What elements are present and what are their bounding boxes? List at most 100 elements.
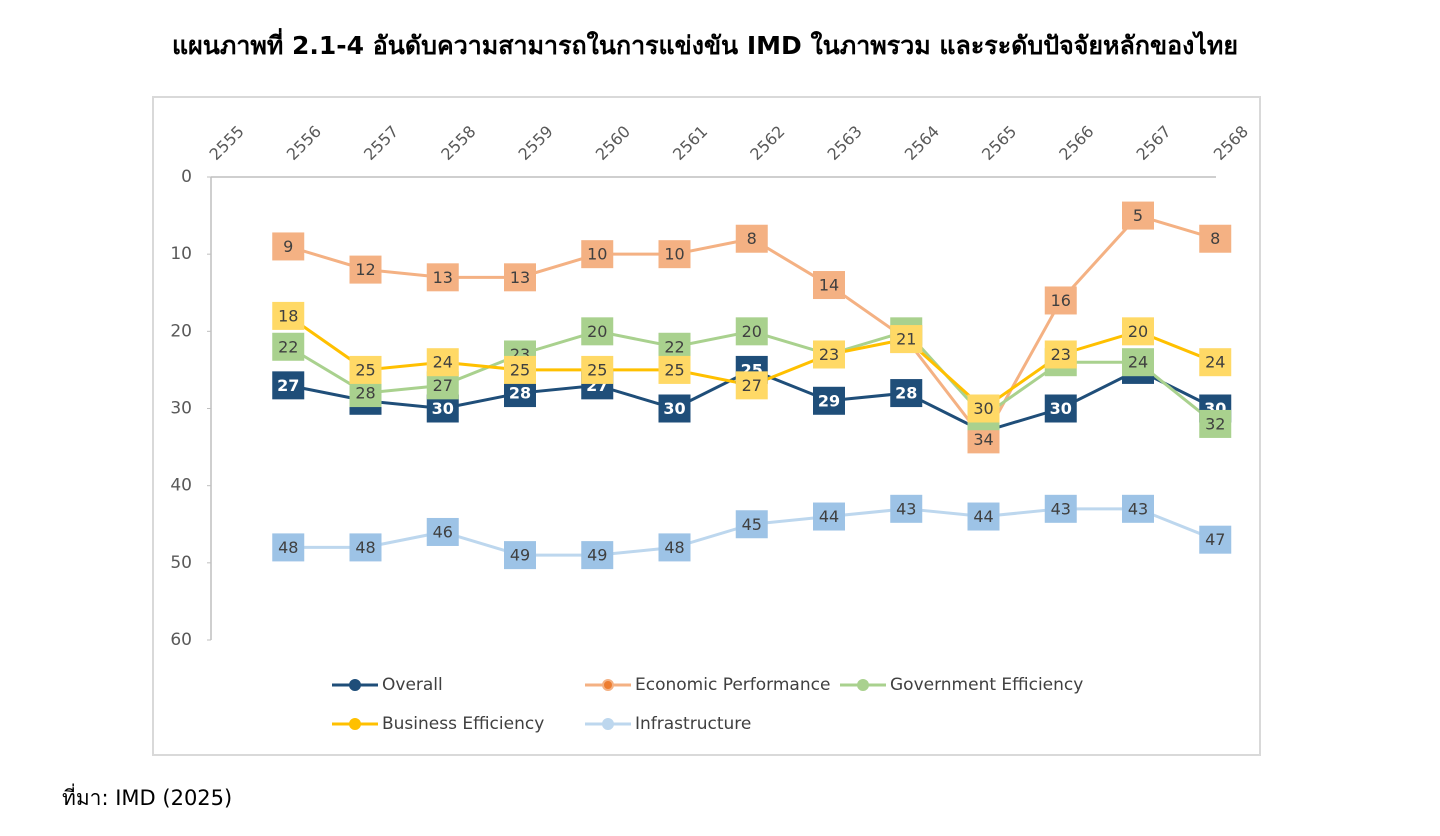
data-label: 22 <box>664 337 684 356</box>
data-label: 16 <box>1051 291 1071 310</box>
data-label: 27 <box>742 376 762 395</box>
data-label: 46 <box>433 522 453 541</box>
legend-label: Business Efficiency <box>382 714 544 734</box>
data-label: 13 <box>510 268 530 287</box>
source-note: ที่มา: IMD (2025) <box>62 783 232 810</box>
data-label: 14 <box>819 276 839 295</box>
data-label: 30 <box>1050 399 1072 418</box>
data-label-box <box>1044 494 1077 523</box>
data-label-box <box>272 332 305 361</box>
legend-label: Overall <box>382 675 443 695</box>
data-label-box <box>272 371 305 400</box>
data-label-box <box>658 240 691 269</box>
data-label: 25 <box>355 360 375 379</box>
data-label: 30 <box>432 399 454 418</box>
data-label: 29 <box>818 391 840 410</box>
data-label-box <box>349 533 382 562</box>
data-label: 30 <box>663 399 685 418</box>
data-label-box <box>813 502 845 531</box>
data-label: 45 <box>742 515 762 534</box>
data-label: 49 <box>587 546 607 565</box>
legend-label: Infrastructure <box>635 714 751 734</box>
data-label-box <box>426 348 459 377</box>
data-label: 44 <box>973 507 993 526</box>
data-label: 30 <box>973 399 993 418</box>
data-label: 10 <box>587 245 607 264</box>
data-label: 20 <box>742 322 762 341</box>
data-label-box <box>735 317 768 346</box>
data-label-box <box>1122 494 1154 523</box>
y-tick-label: 60 <box>170 630 192 650</box>
data-label: 22 <box>278 337 298 356</box>
data-label-box <box>272 232 305 261</box>
data-label-box <box>426 517 459 546</box>
legend-marker <box>349 718 361 730</box>
data-label: 25 <box>510 360 530 379</box>
data-label-box <box>735 224 768 253</box>
legend-marker <box>349 679 361 691</box>
data-label: 23 <box>819 345 839 364</box>
data-label: 48 <box>355 538 375 557</box>
data-label: 32 <box>1205 414 1225 433</box>
data-label-box <box>581 317 614 346</box>
data-label: 43 <box>896 499 916 518</box>
data-label: 8 <box>747 229 757 248</box>
data-label: 24 <box>433 353 453 372</box>
data-label-box <box>658 394 691 423</box>
data-label-box <box>349 255 382 284</box>
data-label-box <box>1122 317 1154 346</box>
data-label-box <box>735 371 768 400</box>
data-label: 43 <box>1128 499 1148 518</box>
data-label: 25 <box>664 360 684 379</box>
data-label-box <box>1044 340 1077 369</box>
data-label: 28 <box>355 384 375 403</box>
data-label-box <box>1122 348 1154 377</box>
data-label: 18 <box>278 306 298 325</box>
data-label-box <box>658 533 691 562</box>
data-label-box <box>1044 286 1077 315</box>
data-label: 10 <box>664 245 684 264</box>
data-label: 48 <box>664 538 684 557</box>
data-label: 27 <box>433 376 453 395</box>
legend-marker <box>602 679 614 691</box>
data-label-box <box>504 355 536 384</box>
data-label: 48 <box>278 538 298 557</box>
data-label: 5 <box>1133 206 1143 225</box>
y-tick-label: 30 <box>170 399 192 419</box>
data-label: 25 <box>587 360 607 379</box>
legend-marker <box>857 679 869 691</box>
data-label-box <box>426 263 459 292</box>
data-label-box <box>349 355 382 384</box>
y-tick-label: 20 <box>170 321 192 341</box>
data-label-box <box>735 510 768 539</box>
data-label-box <box>813 340 845 369</box>
data-label-box <box>890 494 923 523</box>
y-tick-label: 0 <box>181 167 192 187</box>
data-label-box <box>658 355 691 384</box>
chart-title: แผนภาพที่ 2.1-4 อันดับความสามารถในการแข่… <box>172 28 1238 60</box>
legend-label: Government Efficiency <box>890 675 1083 695</box>
data-label-box <box>1199 224 1232 253</box>
data-label: 47 <box>1205 530 1225 549</box>
data-label: 43 <box>1051 499 1071 518</box>
chart-frame <box>152 96 1261 756</box>
data-label: 21 <box>896 330 916 349</box>
data-label-box <box>813 271 845 300</box>
data-label: 13 <box>433 268 453 287</box>
data-label: 9 <box>283 237 293 256</box>
data-label-box <box>967 502 1000 531</box>
data-label-box <box>504 263 536 292</box>
data-label-box <box>813 386 845 415</box>
data-label: 20 <box>587 322 607 341</box>
data-label-box <box>967 394 1000 423</box>
data-label-box <box>272 301 305 330</box>
data-label: 44 <box>819 507 839 526</box>
data-label: 24 <box>1128 353 1148 372</box>
data-label: 20 <box>1128 322 1148 341</box>
data-label-box <box>1199 409 1232 438</box>
y-tick-label: 50 <box>170 553 192 573</box>
data-label: 12 <box>355 260 375 279</box>
data-label: 23 <box>1051 345 1071 364</box>
data-label: 34 <box>973 430 993 449</box>
